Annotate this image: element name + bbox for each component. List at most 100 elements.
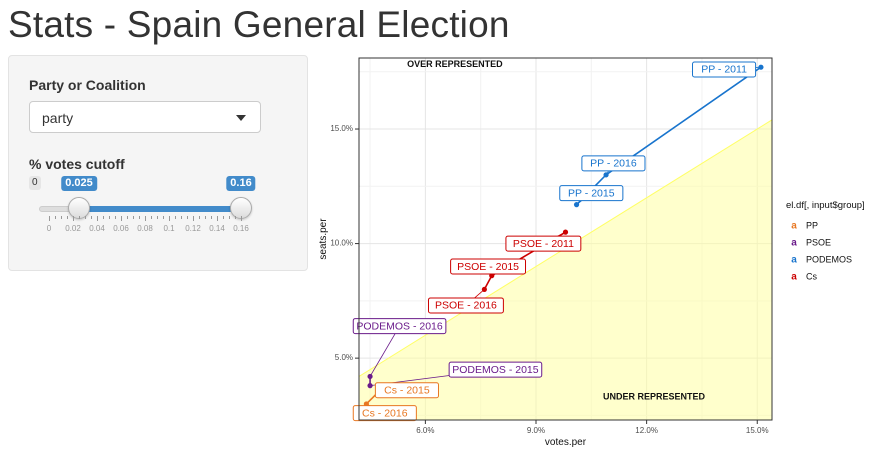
slider-min-label: 0 <box>29 176 41 190</box>
slider-tick <box>217 216 218 221</box>
slider-tick-label: 0.1 <box>163 224 175 233</box>
slider-minor-tick <box>139 216 140 219</box>
party-select-label: Party or Coalition <box>29 77 146 93</box>
party-select[interactable]: party <box>29 101 261 133</box>
slider-minor-tick <box>151 216 152 219</box>
y-axis-title: seats.per <box>318 218 329 260</box>
slider-tick-label: 0.04 <box>89 224 105 233</box>
slider-minor-tick <box>91 216 92 219</box>
data-point <box>562 229 569 235</box>
x-tick-label: 15.0% <box>746 426 769 435</box>
data-label-box <box>427 297 504 314</box>
slider-tick <box>73 216 74 221</box>
slider-selected-bar <box>79 206 241 212</box>
data-point <box>367 383 373 389</box>
slider-minor-tick <box>127 216 128 219</box>
legend-item-label: PSOE <box>806 237 831 247</box>
x-tick-label: 6.0% <box>416 426 434 435</box>
slider-minor-tick <box>67 216 68 219</box>
slider-minor-tick <box>229 216 230 219</box>
data-label-box <box>559 185 624 202</box>
data-label-box <box>448 361 543 378</box>
slider-minor-tick <box>109 216 110 219</box>
slider-minor-tick <box>223 216 224 219</box>
data-label: PP - 2016 <box>590 158 637 170</box>
data-label: PODEMOS - 2015 <box>452 364 539 376</box>
slider-tick <box>49 216 50 221</box>
slider-tick-label: 0 <box>46 224 52 233</box>
legend-key: a <box>791 272 797 283</box>
slider-minor-tick <box>181 216 182 219</box>
data-label: PSOE - 2016 <box>435 300 497 312</box>
data-label: PP - 2015 <box>568 187 615 199</box>
data-label: PP - 2011 <box>701 64 747 76</box>
sidebar-panel: Party or Coalition party % votes cutoff … <box>8 55 308 271</box>
cutoff-slider-label: % votes cutoff <box>29 156 125 172</box>
slider-to-label: 0.16 <box>226 176 256 191</box>
data-label: Cs - 2016 <box>362 407 408 419</box>
region-annotation: UNDER REPRESENTED <box>603 391 706 401</box>
data-point <box>481 286 487 293</box>
legend-key: a <box>791 238 797 249</box>
slider-minor-tick <box>157 216 158 219</box>
legend-item-label: PP <box>806 220 818 230</box>
slider-tick-label: 0.12 <box>185 224 201 233</box>
data-label: Cs - 2015 <box>384 384 430 396</box>
data-label-box <box>352 318 447 335</box>
data-label-box <box>692 61 757 78</box>
data-point <box>367 373 373 380</box>
slider-minor-tick <box>199 216 200 219</box>
slider-minor-tick <box>175 216 176 219</box>
data-point <box>603 172 609 178</box>
slider-tick <box>145 216 146 221</box>
slider-minor-tick <box>85 216 86 219</box>
data-point <box>573 202 580 208</box>
slider-tick-label: 0.14 <box>209 224 225 233</box>
slider-minor-tick <box>205 216 206 219</box>
slider-minor-tick <box>163 216 164 219</box>
data-label-box <box>450 258 527 275</box>
slider-tick-label: 0.02 <box>65 224 81 233</box>
y-tick-label: 15.0% <box>330 124 353 133</box>
data-label: PSOE - 2015 <box>457 261 519 273</box>
party-select-value: party <box>42 110 74 126</box>
slider-tick-label: 0.16 <box>233 224 249 233</box>
label-leader-line <box>369 325 400 377</box>
slider-minor-tick <box>211 216 212 219</box>
legend-item-label: PODEMOS <box>806 254 852 264</box>
x-tick-label: 9.0% <box>527 426 545 435</box>
data-label: PODEMOS - 2016 <box>356 320 443 332</box>
slider-tick <box>193 216 194 221</box>
region-annotation: OVER REPRESENTED <box>407 59 503 69</box>
data-label: PSOE - 2011 <box>513 238 574 250</box>
slider-tick-label: 0.08 <box>137 224 153 233</box>
legend-key: a <box>791 221 797 232</box>
slider-minor-tick <box>133 216 134 219</box>
data-label-box <box>505 235 582 252</box>
legend-item-label: Cs <box>806 271 817 281</box>
legend-key: a <box>791 255 797 266</box>
y-tick-label: 10.0% <box>330 239 353 248</box>
slider-minor-tick <box>79 216 80 219</box>
legend-title: el.df[, input$group] <box>786 200 865 211</box>
page-title: Stats - Spain General Election <box>8 4 510 45</box>
under-represented-region <box>359 119 772 420</box>
slider-tick-label: 0.06 <box>113 224 129 233</box>
slider-minor-tick <box>187 216 188 219</box>
plot-border <box>358 57 773 421</box>
slider-minor-tick <box>115 216 116 219</box>
slider-tick <box>241 216 242 221</box>
slider-minor-tick <box>235 216 236 219</box>
y-tick-label: 5.0% <box>335 353 353 362</box>
slider-tick <box>97 216 98 221</box>
cutoff-range-slider[interactable]: 0 0.025 0.16 0 0.02 0.04 0.06 0.08 0.1 0.12 0.1… <box>29 176 269 236</box>
x-tick-label: 12.0% <box>635 426 658 435</box>
chevron-down-icon <box>236 115 246 121</box>
data-label-box <box>581 155 646 172</box>
data-label-box <box>352 405 417 422</box>
x-axis-title: votes.per <box>545 437 587 448</box>
slider-minor-tick <box>61 216 62 219</box>
slider-minor-tick <box>103 216 104 219</box>
data-point <box>758 64 764 70</box>
